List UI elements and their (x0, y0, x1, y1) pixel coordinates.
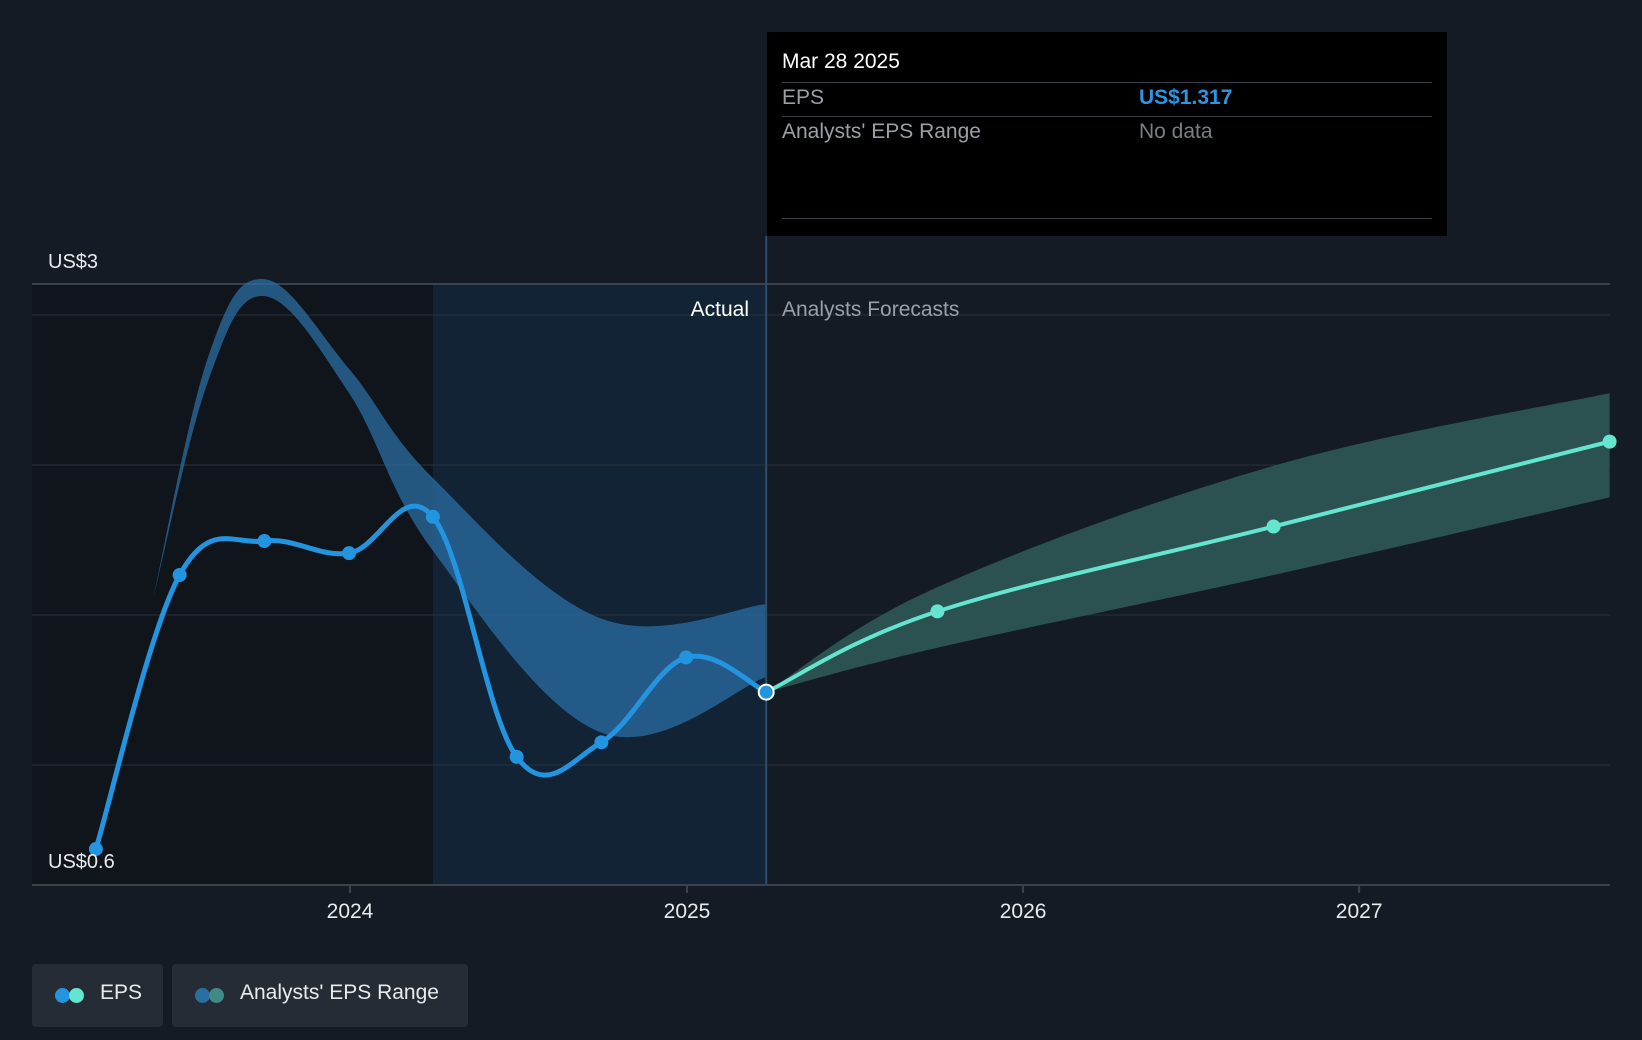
eps-points (88, 434, 1617, 857)
actual-label: Actual (691, 298, 749, 321)
tooltip-eps-value: US$1.317 (1139, 86, 1233, 109)
forecast-label: Analysts Forecasts (782, 298, 959, 321)
eps-point (679, 650, 694, 665)
x-tick-label: 2024 (327, 900, 374, 923)
eps-point (509, 749, 524, 764)
eps-actual-dot-icon (55, 988, 70, 1003)
legend-range-button[interactable]: Analysts' EPS Range (172, 964, 468, 1027)
eps-line-forecast (764, 439, 1612, 695)
eps-point (930, 604, 945, 619)
eps-point (594, 735, 609, 750)
eps-point (1266, 519, 1281, 534)
eps-point (425, 509, 440, 524)
x-tick-label: 2027 (1336, 900, 1383, 923)
tooltip-divider (782, 82, 1432, 83)
eps-current-point (757, 683, 775, 701)
range-actual-dot-icon (195, 988, 210, 1003)
tooltip: Mar 28 2025 EPS US$1.317 Analysts' EPS R… (767, 32, 1447, 236)
y-tick-bottom: US$0.6 (48, 851, 115, 873)
tooltip-range-label: Analysts' EPS Range (782, 120, 981, 143)
tooltip-eps-label: EPS (782, 86, 825, 109)
range-forecast-dot-icon (209, 988, 224, 1003)
eps-point (342, 546, 357, 561)
eps-range-band-forecast (766, 393, 1610, 693)
legend-eps-button[interactable]: EPS (32, 964, 163, 1027)
tooltip-divider (782, 116, 1432, 117)
eps-forecast-dot-icon (69, 988, 84, 1003)
chart-labels: US$3 US$0.6 Actual Analysts Forecasts 20… (48, 251, 1383, 923)
legend-range-label: Analysts' EPS Range (240, 981, 439, 1004)
eps-range-band-actual (152, 279, 767, 738)
tooltip-date: Mar 28 2025 (782, 50, 900, 73)
x-tick-label: 2025 (664, 900, 711, 923)
tooltip-range-value: No data (1139, 120, 1213, 143)
y-tick-top: US$3 (48, 251, 98, 273)
eps-point (172, 568, 187, 582)
eps-point (1602, 434, 1617, 449)
tooltip-divider (782, 218, 1432, 219)
pre-highlight-shade (32, 284, 433, 885)
x-axis-ticks: 2024 2025 2026 2027 (327, 885, 1383, 923)
eps-point (88, 842, 103, 857)
legend-eps-label: EPS (100, 981, 143, 1004)
x-tick-label: 2026 (1000, 900, 1047, 923)
eps-point (257, 534, 272, 549)
